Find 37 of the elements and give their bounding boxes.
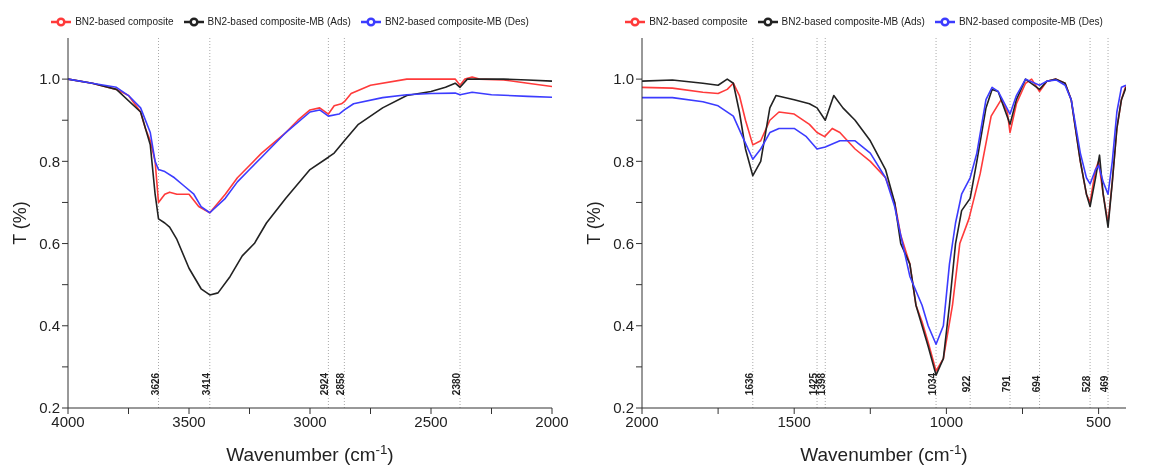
y-tick-label: 0.4 — [613, 317, 634, 335]
y-axis-title: T (%) — [584, 201, 605, 245]
y-axis-title: T (%) — [10, 201, 31, 245]
y-tick-label: 0.6 — [39, 234, 60, 252]
x-tick-label: 2500 — [414, 412, 448, 430]
ref-line-label: 2924 — [319, 372, 331, 396]
ref-line-label: 3414 — [200, 372, 212, 396]
ref-line-label: 3626 — [149, 372, 161, 396]
y-tick-label: 1.0 — [613, 70, 634, 88]
x-tick-label: 500 — [1086, 412, 1112, 430]
y-tick-label: 0.6 — [613, 234, 634, 252]
y-tick-label: 0.8 — [39, 152, 60, 170]
x-tick-label: 3500 — [172, 412, 206, 430]
legend-label: BN2-based composite-MB (Ads) — [207, 15, 351, 27]
ref-line-label: 2380 — [451, 372, 463, 396]
ref-line-label: 694 — [1030, 375, 1042, 393]
x-axis-title: Wavenumber (cm$^{-1}$) — [800, 441, 968, 465]
y-tick-label: 0.8 — [613, 152, 634, 170]
ref-line-label: 528 — [1081, 375, 1093, 393]
ref-line-label: 791 — [1001, 375, 1013, 393]
legend-label: BN2-based composite-MB (Ads) — [781, 15, 925, 27]
x-tick-label: 1000 — [929, 412, 964, 430]
y-tick-label: 1.0 — [39, 70, 60, 88]
legend-label: BN2-based composite — [649, 15, 748, 27]
ref-line-label: 2858 — [335, 372, 347, 396]
legend-label: BN2-based composite-MB (Des) — [958, 15, 1103, 27]
x-tick-label: 1500 — [777, 412, 811, 430]
legend-label: BN2-based composite-MB (Des) — [384, 15, 529, 27]
legend-label: BN2-based composite — [75, 15, 174, 27]
ref-line-label: 922 — [961, 375, 973, 393]
ref-line-label: 1034 — [927, 372, 939, 396]
y-tick-label: 0.4 — [39, 317, 60, 335]
x-tick-label: 3000 — [293, 412, 327, 430]
x-axis-title: Wavenumber (cm$^{-1}$) — [226, 441, 394, 465]
x-tick-label: 2000 — [535, 412, 569, 430]
ref-line-label: 1636 — [743, 372, 755, 396]
ref-line-label: 469 — [1099, 375, 1111, 393]
